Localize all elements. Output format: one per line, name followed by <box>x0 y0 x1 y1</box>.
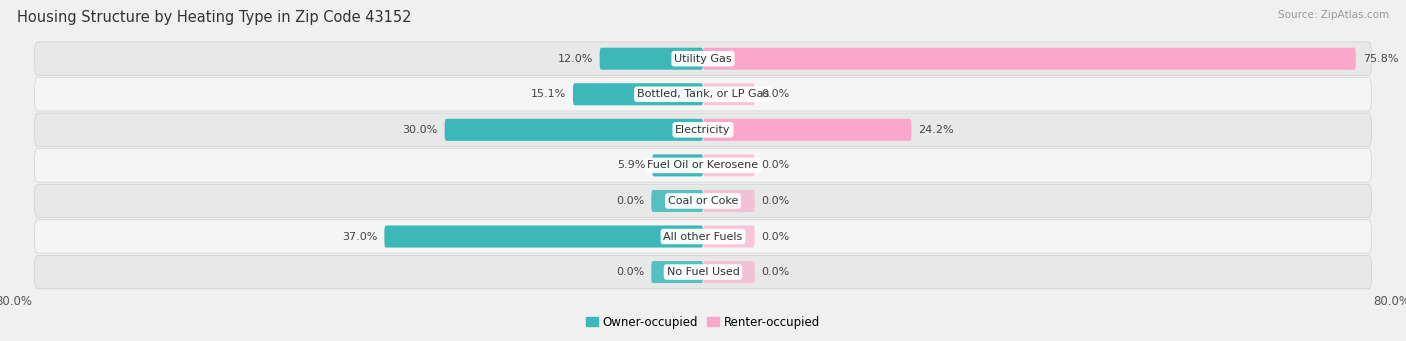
FancyBboxPatch shape <box>35 255 1371 289</box>
FancyBboxPatch shape <box>35 184 1371 218</box>
Text: Coal or Coke: Coal or Coke <box>668 196 738 206</box>
Text: 0.0%: 0.0% <box>762 232 790 241</box>
Text: 0.0%: 0.0% <box>762 267 790 277</box>
Text: 0.0%: 0.0% <box>762 196 790 206</box>
Text: 0.0%: 0.0% <box>616 267 644 277</box>
FancyBboxPatch shape <box>651 190 703 212</box>
FancyBboxPatch shape <box>703 261 755 283</box>
FancyBboxPatch shape <box>574 83 703 105</box>
FancyBboxPatch shape <box>384 225 703 248</box>
FancyBboxPatch shape <box>703 83 755 105</box>
Text: 0.0%: 0.0% <box>762 89 790 99</box>
FancyBboxPatch shape <box>703 154 755 176</box>
Text: 0.0%: 0.0% <box>616 196 644 206</box>
Text: 12.0%: 12.0% <box>557 54 593 64</box>
FancyBboxPatch shape <box>651 261 703 283</box>
FancyBboxPatch shape <box>35 42 1371 75</box>
FancyBboxPatch shape <box>35 220 1371 253</box>
FancyBboxPatch shape <box>35 77 1371 111</box>
Text: Housing Structure by Heating Type in Zip Code 43152: Housing Structure by Heating Type in Zip… <box>17 10 412 25</box>
Text: Utility Gas: Utility Gas <box>675 54 731 64</box>
FancyBboxPatch shape <box>599 48 703 70</box>
Text: 15.1%: 15.1% <box>531 89 567 99</box>
FancyBboxPatch shape <box>35 113 1371 147</box>
FancyBboxPatch shape <box>703 119 911 141</box>
Text: No Fuel Used: No Fuel Used <box>666 267 740 277</box>
Text: 75.8%: 75.8% <box>1362 54 1398 64</box>
Text: 5.9%: 5.9% <box>617 160 645 170</box>
Text: 37.0%: 37.0% <box>342 232 377 241</box>
FancyBboxPatch shape <box>703 190 755 212</box>
FancyBboxPatch shape <box>703 225 755 248</box>
FancyBboxPatch shape <box>703 48 1355 70</box>
Text: Electricity: Electricity <box>675 125 731 135</box>
FancyBboxPatch shape <box>35 149 1371 182</box>
Text: 24.2%: 24.2% <box>918 125 953 135</box>
Text: All other Fuels: All other Fuels <box>664 232 742 241</box>
FancyBboxPatch shape <box>444 119 703 141</box>
Text: Fuel Oil or Kerosene: Fuel Oil or Kerosene <box>647 160 759 170</box>
Text: 0.0%: 0.0% <box>762 160 790 170</box>
Legend: Owner-occupied, Renter-occupied: Owner-occupied, Renter-occupied <box>586 316 820 329</box>
Text: 30.0%: 30.0% <box>402 125 437 135</box>
FancyBboxPatch shape <box>652 154 703 176</box>
Text: Bottled, Tank, or LP Gas: Bottled, Tank, or LP Gas <box>637 89 769 99</box>
Text: Source: ZipAtlas.com: Source: ZipAtlas.com <box>1278 10 1389 20</box>
